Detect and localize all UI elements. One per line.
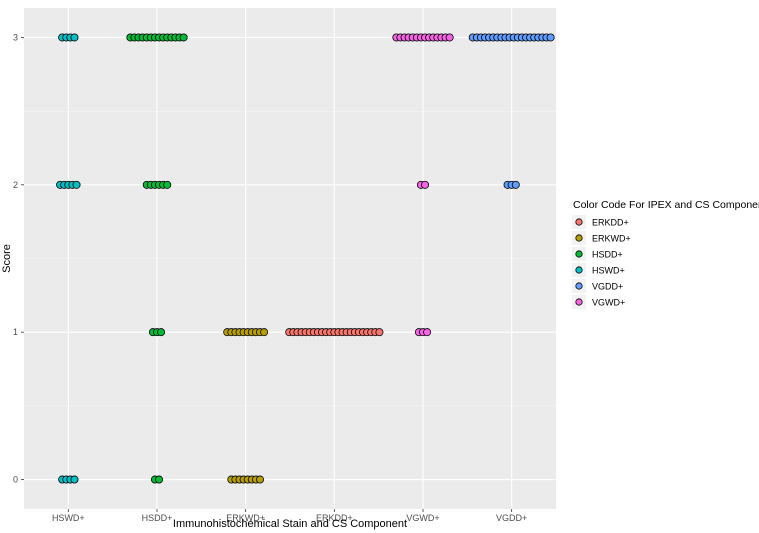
data-point: [163, 180, 172, 189]
data-points: [56, 33, 555, 484]
data-point: [375, 328, 384, 337]
legend-label: HSWD+: [592, 266, 625, 276]
y-tick-label: 2: [13, 180, 18, 190]
legend-title: Color Code For IPEX and CS Component: [573, 199, 759, 211]
legend-key-symbol: [575, 234, 583, 242]
data-point: [179, 33, 188, 42]
legend-label: HSDD+: [592, 250, 623, 260]
legend-label: VGDD+: [592, 282, 623, 292]
data-point: [70, 33, 79, 42]
legend-key-symbol: [575, 298, 583, 306]
legend-label: ERKDD+: [592, 218, 629, 228]
x-axis-title: Immunohistochemical Stain and CS Compone…: [173, 518, 407, 530]
data-point: [260, 328, 269, 337]
data-point: [546, 33, 555, 42]
data-point: [157, 328, 166, 337]
y-tick-label: 0: [13, 475, 18, 485]
legend-key-symbol: [575, 266, 583, 274]
x-tick-label: ERKWD+: [226, 513, 265, 523]
data-point: [511, 180, 520, 189]
y-tick-label: 3: [13, 32, 18, 42]
data-point: [423, 328, 432, 337]
legend-key-symbol: [575, 250, 583, 258]
data-point: [70, 475, 79, 484]
y-tick-label: 1: [13, 327, 18, 337]
legend: Color Code For IPEX and CS Component ERK…: [572, 199, 759, 309]
legend-key-symbol: [575, 218, 583, 226]
legend-label: ERKWD+: [592, 234, 631, 244]
x-tick-label: HSDD+: [142, 513, 173, 523]
grid-lines: [24, 8, 556, 509]
x-tick-label: VGDD+: [496, 513, 527, 523]
x-tick-label: VGWD+: [406, 513, 439, 523]
axes: 0 1 2 3 HSWD+ HSDD+ ERKWD+ ERKDD+ VGWD+ VGDD+: [13, 32, 527, 523]
data-point: [445, 33, 454, 42]
data-point: [72, 180, 81, 189]
data-point: [421, 180, 430, 189]
data-point: [155, 475, 164, 484]
x-tick-label: HSWD+: [52, 513, 85, 523]
legend-label: VGWD+: [592, 298, 625, 308]
x-tick-label: ERKDD+: [316, 513, 353, 523]
legend-key-symbol: [575, 282, 583, 290]
data-point: [256, 475, 265, 484]
y-axis-title: Score: [1, 244, 13, 273]
